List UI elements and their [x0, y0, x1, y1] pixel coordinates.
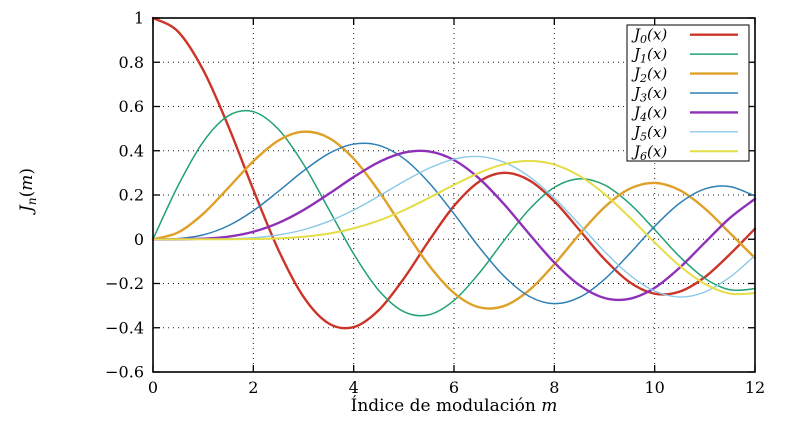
x-tick-label: 2	[248, 378, 258, 397]
y-tick-label: 1	[134, 9, 144, 28]
y-tick-label: 0.6	[119, 97, 144, 116]
x-tick-label: 6	[449, 378, 459, 397]
x-tick-label: 12	[745, 378, 765, 397]
y-tick-label: 0.2	[119, 186, 144, 205]
legend-label: J3(x)	[631, 84, 667, 105]
x-axis-label-text: Índice de modulación	[350, 396, 536, 416]
y-axis-label-base: J	[16, 205, 37, 212]
legend-label: J4(x)	[631, 103, 667, 124]
series-line-J3	[152, 142, 756, 305]
tick-labels: 0 2 4 6 8 10 12 1 0.8 0.6 0.4 0.2 0 −0.2 −0.4 −0.6	[105, 9, 765, 398]
legend-label: J2(x)	[631, 65, 667, 86]
y-axis-label-open: (	[16, 190, 37, 198]
x-tick-label: 0	[148, 378, 158, 397]
x-tick-label: 10	[644, 378, 664, 397]
legend-row-J2: J2(x)	[631, 65, 738, 86]
y-axis-label-var: m	[16, 174, 37, 191]
series-line-J4	[151, 149, 757, 302]
x-tick-label: 8	[549, 378, 559, 397]
series-line-J2	[151, 130, 757, 310]
series-lines	[151, 16, 757, 330]
legend: J0(x)J1(x)J2(x)J3(x)J4(x)J5(x)J6(x)	[626, 24, 750, 163]
y-tick-label: 0	[134, 230, 144, 249]
y-axis-label: Jn(m)	[17, 168, 39, 212]
x-tick-label: 4	[349, 378, 359, 397]
y-tick-label: −0.4	[105, 318, 144, 337]
legend-row-J6: J6(x)	[631, 142, 738, 163]
legend-label: J1(x)	[631, 45, 667, 65]
x-axis-label-var: m	[541, 396, 558, 416]
series-line-J5	[152, 155, 756, 298]
series-line-J0	[151, 16, 757, 330]
series-line-J6	[152, 159, 756, 296]
y-axis-label-close: )	[16, 168, 37, 175]
legend-row-J0: J0(x)	[631, 26, 738, 47]
legend-row-J4: J4(x)	[631, 103, 738, 124]
legend-label: J5(x)	[631, 123, 667, 144]
y-tick-label: −0.2	[105, 274, 144, 293]
x-axis-label: Índice de modulación m	[153, 396, 755, 416]
legend-row-J1: J1(x)	[631, 45, 738, 66]
y-tick-label: −0.6	[105, 363, 144, 382]
legend-label: J0(x)	[631, 26, 667, 47]
y-tick-label: 0.4	[119, 141, 144, 160]
plot-border	[152, 17, 756, 373]
legend-row-J3: J3(x)	[631, 84, 738, 105]
legend-row-J5: J5(x)	[631, 123, 738, 144]
series-line-J1	[152, 109, 756, 317]
y-tick-label: 0.8	[119, 53, 144, 72]
y-axis-label-sub: n	[25, 197, 40, 206]
legend-label: J6(x)	[631, 142, 667, 163]
